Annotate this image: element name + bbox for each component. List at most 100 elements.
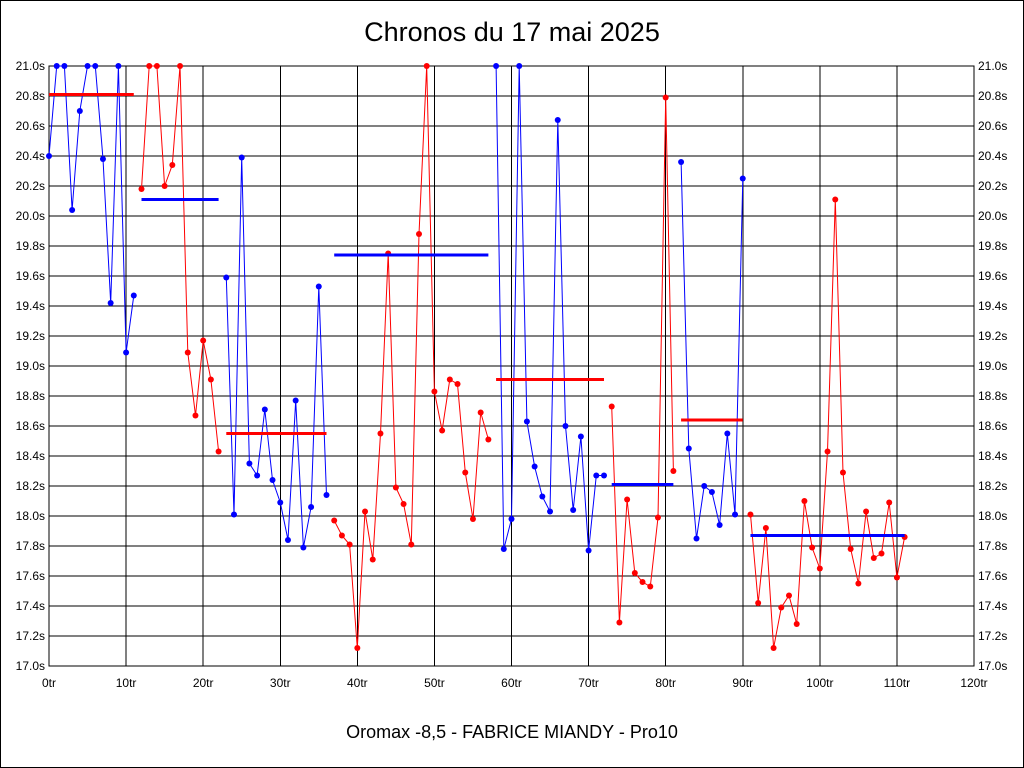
y-tick-label-left: 18.2s: [16, 479, 45, 493]
data-point: [608, 403, 615, 410]
x-tick-label: 90tr: [732, 676, 753, 690]
data-point: [839, 469, 846, 476]
x-tick-label: 80tr: [655, 676, 676, 690]
data-point: [284, 537, 291, 543]
data-point: [323, 492, 330, 498]
x-tick-label: 0tr: [42, 676, 56, 690]
chart-footer: Oromax -8,5 - FABRICE MIANDY - Pro10: [346, 722, 678, 742]
data-point: [277, 499, 284, 506]
x-tick-label: 100tr: [806, 676, 833, 690]
y-tick-label-left: 19.2s: [16, 329, 45, 343]
data-point: [724, 430, 731, 437]
data-point: [354, 645, 361, 651]
data-point: [269, 477, 276, 483]
data-point: [462, 469, 469, 476]
x-tick-label: 30tr: [270, 676, 291, 690]
data-point: [624, 496, 631, 503]
data-point: [778, 604, 785, 611]
x-tick-label: 20tr: [193, 676, 214, 690]
data-point: [200, 337, 207, 344]
y-tick-label-left: 18.8s: [16, 389, 45, 403]
y-tick-label-left: 19.6s: [16, 269, 45, 283]
data-point: [169, 162, 176, 168]
data-point: [832, 196, 839, 203]
y-tick-label-right: 18.2s: [978, 479, 1007, 493]
y-tick-label-right: 21.0s: [978, 59, 1007, 73]
data-point: [84, 63, 91, 69]
data-point: [177, 63, 184, 69]
data-point: [824, 448, 831, 455]
x-tick-label: 110tr: [884, 676, 910, 690]
y-tick-label-right: 19.0s: [978, 359, 1007, 373]
data-point: [601, 472, 607, 479]
data-point: [161, 183, 168, 189]
data-point: [184, 349, 191, 356]
data-point: [292, 397, 299, 404]
data-point: [893, 574, 900, 581]
data-point: [231, 511, 237, 518]
data-point: [246, 460, 253, 467]
data-point: [654, 514, 661, 521]
data-point: [762, 525, 769, 531]
data-point: [99, 156, 106, 162]
y-tick-label-right: 20.0s: [978, 209, 1007, 223]
y-tick-label-left: 20.6s: [16, 119, 45, 133]
data-point: [547, 508, 554, 515]
data-point: [446, 376, 453, 383]
x-tick-label: 120tr: [960, 676, 987, 690]
data-point: [392, 484, 399, 491]
data-point: [53, 63, 60, 69]
data-point: [554, 117, 561, 123]
y-tick-label-left: 17.4s: [16, 599, 45, 613]
y-tick-label-right: 19.4s: [978, 299, 1007, 313]
data-point: [685, 445, 692, 452]
data-point: [716, 522, 723, 528]
data-point: [755, 600, 762, 606]
data-point: [338, 532, 345, 539]
data-point: [485, 436, 492, 443]
series-2: [223, 154, 330, 551]
y-tick-label-left: 19.0s: [16, 359, 45, 373]
data-point: [708, 489, 715, 495]
y-tick-label-left: 17.6s: [16, 569, 45, 583]
y-tick-label-left: 18.4s: [16, 449, 45, 463]
average-lines: [49, 93, 905, 537]
y-tick-label-left: 20.4s: [16, 149, 45, 163]
y-tick-label-right: 19.8s: [978, 239, 1007, 253]
x-tick-label: 70tr: [578, 676, 599, 690]
y-tick-label-right: 18.6s: [978, 419, 1007, 433]
data-point: [331, 517, 338, 524]
series-5: [608, 94, 677, 626]
data-point: [732, 511, 739, 518]
data-point: [115, 63, 122, 69]
x-tick-label: 50tr: [424, 676, 445, 690]
x-tick-label: 10tr: [116, 676, 137, 690]
y-tick-label-right: 19.2s: [978, 329, 1007, 343]
data-point: [531, 463, 538, 470]
data-point: [816, 565, 823, 572]
data-point: [693, 535, 700, 542]
data-point: [423, 63, 430, 69]
x-tick-label: 40tr: [347, 676, 368, 690]
data-point: [662, 94, 669, 101]
data-point: [739, 175, 746, 182]
data-point: [878, 550, 885, 557]
data-point: [69, 207, 76, 213]
data-point: [847, 546, 854, 552]
y-tick-label-right: 20.4s: [978, 149, 1007, 163]
data-point: [863, 508, 870, 515]
data-point: [138, 186, 145, 192]
y-tick-label-left: 19.8s: [16, 239, 45, 253]
data-point: [416, 231, 422, 237]
data-point: [408, 541, 415, 548]
data-point: [631, 570, 638, 576]
y-tick-label-right: 20.2s: [978, 179, 1007, 193]
data-point: [439, 427, 446, 434]
data-point: [308, 504, 315, 510]
y-tick-label-right: 18.8s: [978, 389, 1007, 403]
chart-title: Chronos du 17 mai 2025: [364, 17, 660, 47]
y-tick-label-left: 17.8s: [16, 539, 45, 553]
data-point: [153, 63, 160, 69]
data-point: [76, 108, 83, 114]
